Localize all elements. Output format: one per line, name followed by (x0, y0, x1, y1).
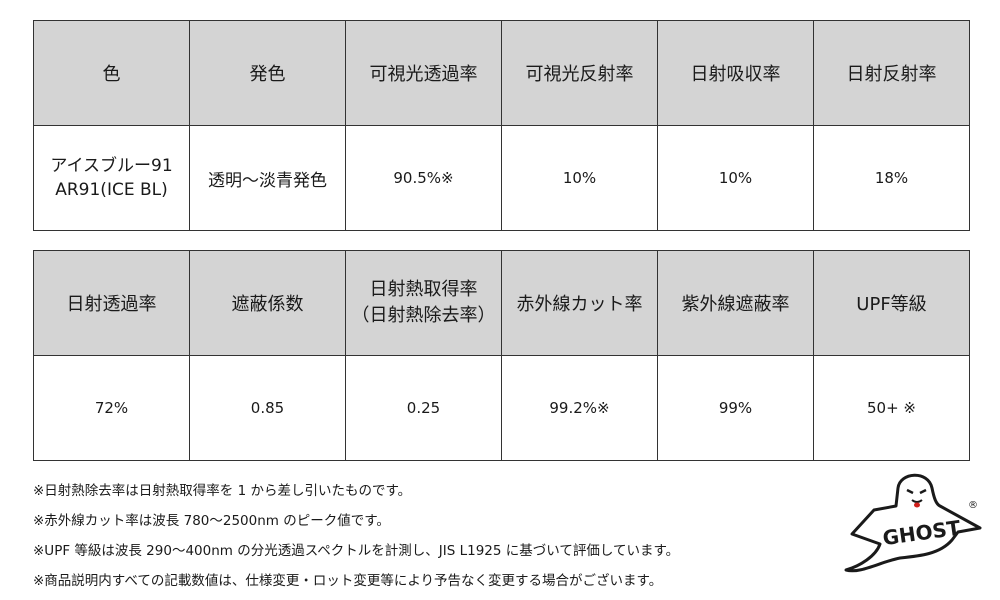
footnote: ※日射熱除去率は日射熱取得率を 1 から差し引いたものです。 (33, 483, 412, 499)
cell: 10% (657, 125, 814, 231)
header-cell: 赤外線カット率 (501, 250, 658, 356)
table-row: 72% 0.85 0.25 99.2%※ 99% 50+ ※ (33, 355, 970, 461)
table-header-row: 色 発色 可視光透過率 可視光反射率 日射吸収率 日射反射率 (33, 20, 970, 126)
header-cell: 日射熱取得率 （日射熱除去率） (345, 250, 502, 356)
header-cell: 可視光透過率 (345, 20, 502, 126)
header-cell: UPF等級 (813, 250, 970, 356)
cell: 99.2%※ (501, 355, 658, 461)
cell: 72% (33, 355, 190, 461)
header-cell: 日射透過率 (33, 250, 190, 356)
spec-table-1: 色 発色 可視光透過率 可視光反射率 日射吸収率 日射反射率 アイスブルー91 … (33, 20, 970, 231)
cell: 0.25 (345, 355, 502, 461)
header-cell: 発色 (189, 20, 346, 126)
cell: アイスブルー91 AR91(ICE BL) (33, 125, 190, 231)
spec-table-2: 日射透過率 遮蔽係数 日射熱取得率 （日射熱除去率） 赤外線カット率 紫外線遮蔽… (33, 250, 970, 461)
cell: 90.5%※ (345, 125, 502, 231)
footnote: ※赤外線カット率は波長 780～2500nm のピーク値です。 (33, 513, 390, 529)
footnotes: ※日射熱除去率は日射熱取得率を 1 から差し引いたものです。 ※赤外線カット率は… (33, 476, 679, 596)
cell: 透明～淡青発色 (189, 125, 346, 231)
table-header-row: 日射透過率 遮蔽係数 日射熱取得率 （日射熱除去率） 赤外線カット率 紫外線遮蔽… (33, 250, 970, 356)
cell: 99% (657, 355, 814, 461)
table-row: アイスブルー91 AR91(ICE BL) 透明～淡青発色 90.5%※ 10%… (33, 125, 970, 231)
header-cell: 遮蔽係数 (189, 250, 346, 356)
footnote: ※UPF 等級は波長 290～400nm の分光透過スペクトルを計測し、JIS … (33, 543, 680, 559)
cell: 18% (813, 125, 970, 231)
header-cell: 日射反射率 (813, 20, 970, 126)
header-cell: 紫外線遮蔽率 (657, 250, 814, 356)
ghost-logo: GHOST ® (844, 473, 982, 573)
cell: 50+ ※ (813, 355, 970, 461)
registered-mark: ® (968, 500, 978, 511)
cell: 0.85 (189, 355, 346, 461)
footnote: ※商品説明内すべての記載数値は、仕様変更・ロット変更等により予告なく変更する場合… (33, 573, 663, 589)
cell: 10% (501, 125, 658, 231)
header-cell: 色 (33, 20, 190, 126)
header-cell: 日射吸収率 (657, 20, 814, 126)
header-cell: 可視光反射率 (501, 20, 658, 126)
